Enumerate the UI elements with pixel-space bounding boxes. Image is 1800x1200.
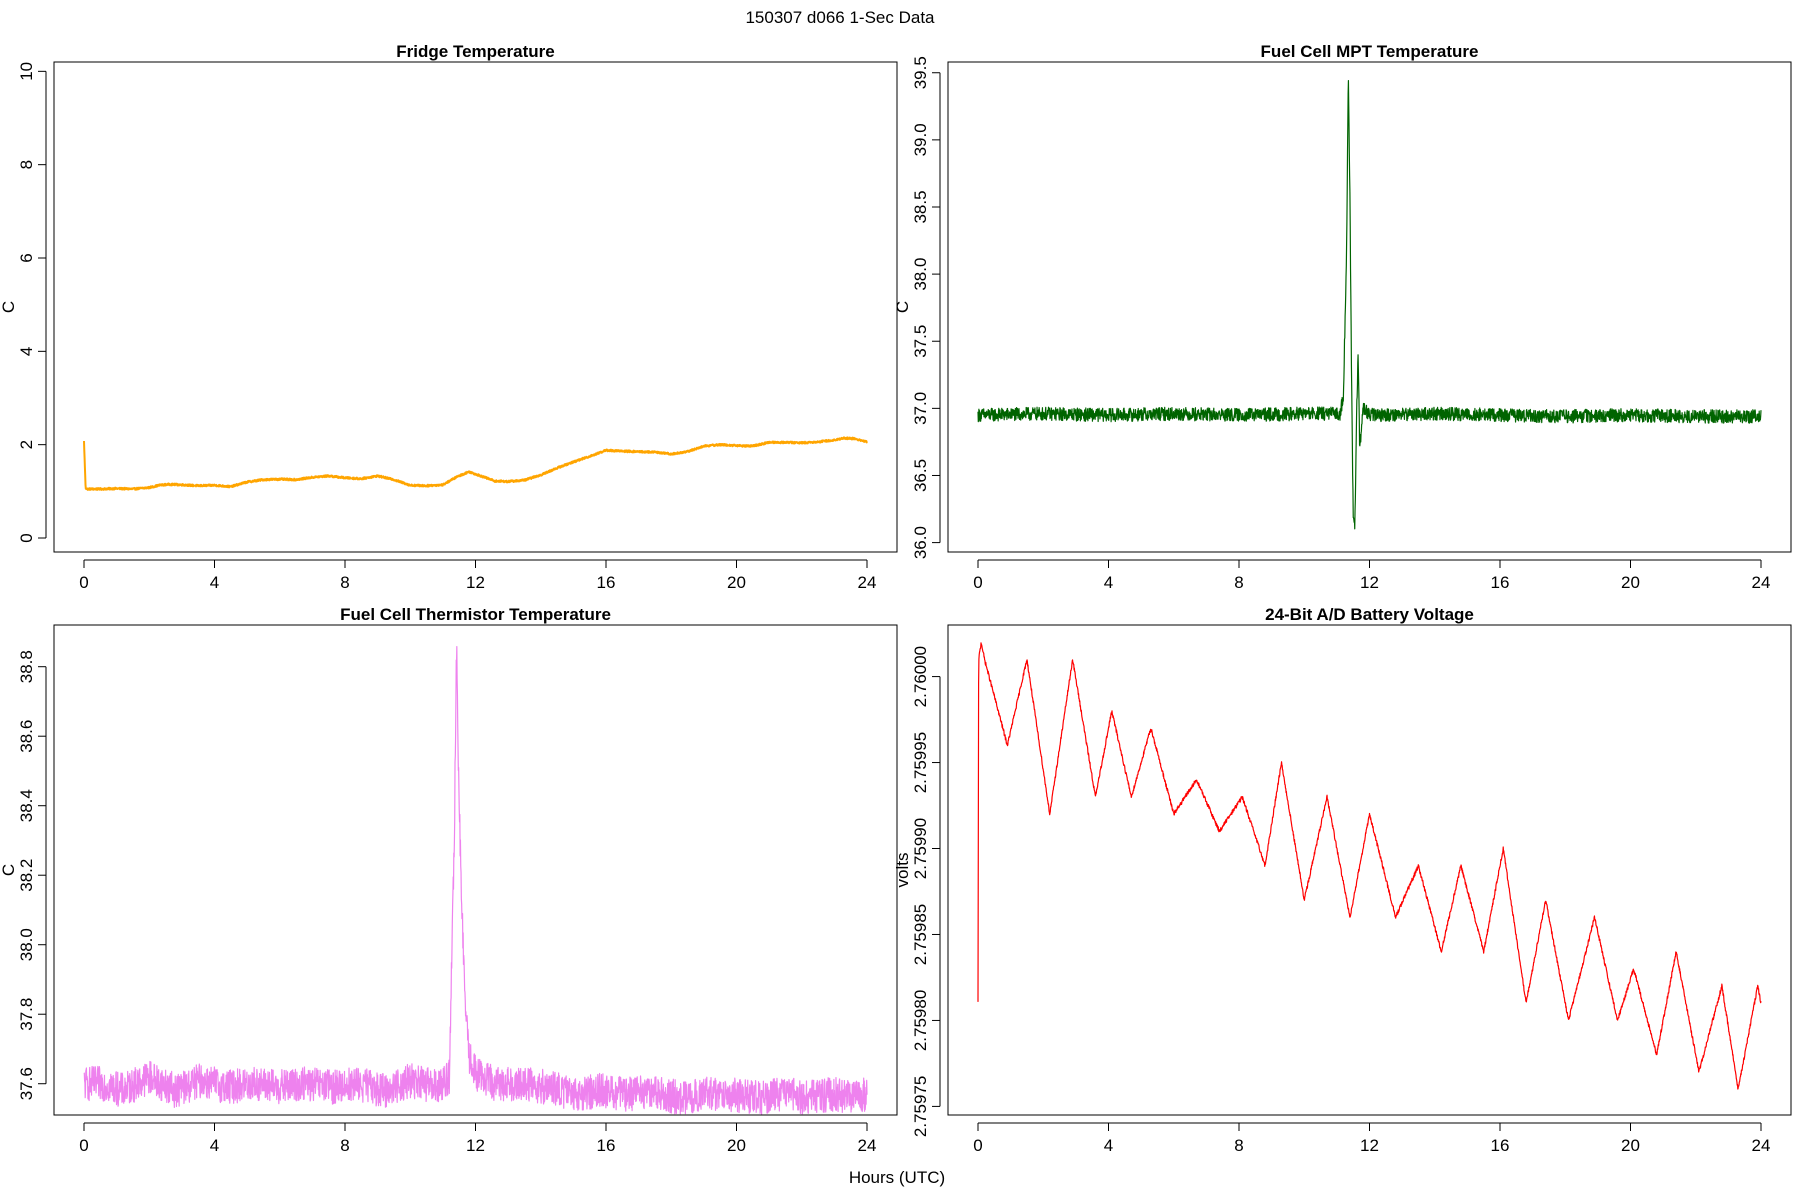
chart-battery: 24-Bit A/D Battery Voltage 0 4 8 12 16 20 24 2.7…	[893, 605, 1791, 1155]
x-tick-label: 8	[340, 1136, 349, 1155]
y-tick-label: 2.76000	[911, 646, 930, 707]
y-tick-label: 6	[17, 253, 36, 262]
x-tick-label: 12	[1360, 573, 1379, 592]
x-tick-label: 24	[858, 573, 877, 592]
x-tick-label: 0	[973, 573, 982, 592]
x-axis: 0 4 8 12 16 20 24	[79, 560, 876, 592]
x-tick-label: 20	[1621, 1136, 1640, 1155]
y-tick-label: 37.5	[911, 325, 930, 358]
x-tick-label: 4	[210, 1136, 219, 1155]
plot-frame	[948, 62, 1791, 552]
x-tick-label: 12	[466, 1136, 485, 1155]
series-line	[978, 81, 1761, 529]
y-tick-label: 38.0	[911, 258, 930, 291]
chart-title: Fuel Cell Thermistor Temperature	[340, 605, 611, 624]
y-tick-label: 4	[17, 347, 36, 356]
y-tick-label: 10	[17, 62, 36, 81]
chart-mpt: Fuel Cell MPT Temperature 0 4 8 12 16 20 24 36.0…	[893, 42, 1791, 592]
y-axis-label: volts	[893, 853, 912, 888]
y-tick-label: 38.2	[17, 859, 36, 892]
x-tick-label: 8	[340, 573, 349, 592]
x-tick-label: 4	[1104, 1136, 1113, 1155]
x-tick-label: 12	[1360, 1136, 1379, 1155]
x-tick-label: 8	[1234, 573, 1243, 592]
x-tick-label: 0	[79, 1136, 88, 1155]
y-tick-label: 2.75990	[911, 818, 930, 879]
x-axis: 0 4 8 12 16 20 24	[973, 1123, 1770, 1155]
x-tick-label: 16	[597, 1136, 616, 1155]
x-tick-label: 24	[858, 1136, 877, 1155]
figure: 150307 d066 1-Sec Data Hours (UTC) Fridg…	[0, 0, 1800, 1200]
series-line	[84, 437, 867, 489]
x-tick-label: 16	[1491, 1136, 1510, 1155]
chart-thermistor: Fuel Cell Thermistor Temperature 0 4 8 12 16 2…	[0, 605, 897, 1155]
y-axis: 2.75975 2.75980 2.75985 2.75990 2.75995 2.760…	[911, 646, 940, 1137]
x-tick-label: 24	[1752, 1136, 1771, 1155]
figure-title: 150307 d066 1-Sec Data	[745, 8, 935, 27]
x-tick-label: 20	[727, 573, 746, 592]
x-tick-label: 12	[466, 573, 485, 592]
y-tick-label: 2	[17, 440, 36, 449]
y-tick-label: 38.6	[17, 720, 36, 753]
y-tick-label: 36.5	[911, 459, 930, 492]
y-tick-label: 38.8	[17, 650, 36, 683]
series-line	[84, 647, 867, 1114]
y-tick-label: 2.75975	[911, 1076, 930, 1137]
y-tick-label: 38.5	[911, 190, 930, 223]
x-tick-label: 16	[597, 573, 616, 592]
y-axis-label: C	[893, 301, 912, 313]
y-axis-label: C	[0, 864, 18, 876]
y-tick-label: 36.0	[911, 526, 930, 559]
y-axis: 37.6 37.8 38.0 38.2 38.4 38.6 38.8	[17, 650, 46, 1100]
y-tick-label: 39.5	[911, 56, 930, 89]
x-tick-label: 0	[973, 1136, 982, 1155]
plot-frame	[54, 62, 897, 552]
y-tick-label: 37.0	[911, 392, 930, 425]
y-axis: 36.0 36.5 37.0 37.5 38.0 38.5 39.0 39.5	[911, 56, 940, 559]
y-tick-label: 37.6	[17, 1067, 36, 1100]
plot-frame	[54, 625, 897, 1115]
y-tick-label: 37.8	[17, 998, 36, 1031]
x-axis: 0 4 8 12 16 20 24	[79, 1123, 876, 1155]
x-tick-label: 4	[210, 573, 219, 592]
y-tick-label: 8	[17, 160, 36, 169]
x-tick-label: 20	[727, 1136, 746, 1155]
x-tick-label: 4	[1104, 573, 1113, 592]
chart-title: Fridge Temperature	[396, 42, 554, 61]
chart-title: 24-Bit A/D Battery Voltage	[1265, 605, 1474, 624]
y-tick-label: 2.75985	[911, 904, 930, 965]
chart-title: Fuel Cell MPT Temperature	[1261, 42, 1479, 61]
x-tick-label: 16	[1491, 573, 1510, 592]
y-tick-label: 38.4	[17, 789, 36, 822]
y-tick-label: 39.0	[911, 123, 930, 156]
x-axis-label: Hours (UTC)	[849, 1168, 945, 1187]
y-axis-label: C	[0, 301, 18, 313]
y-axis: 0 2 4 6 8 10	[17, 62, 46, 543]
x-axis: 0 4 8 12 16 20 24	[973, 560, 1770, 592]
figure-canvas: 150307 d066 1-Sec Data Hours (UTC) Fridg…	[0, 0, 1800, 1200]
y-tick-label: 0	[17, 533, 36, 542]
y-tick-label: 2.75995	[911, 732, 930, 793]
x-tick-label: 8	[1234, 1136, 1243, 1155]
x-tick-label: 0	[79, 573, 88, 592]
x-tick-label: 20	[1621, 573, 1640, 592]
series-line	[978, 643, 1761, 1089]
y-tick-label: 2.75980	[911, 990, 930, 1051]
x-tick-label: 24	[1752, 573, 1771, 592]
y-tick-label: 38.0	[17, 928, 36, 961]
plot-frame	[948, 625, 1791, 1115]
